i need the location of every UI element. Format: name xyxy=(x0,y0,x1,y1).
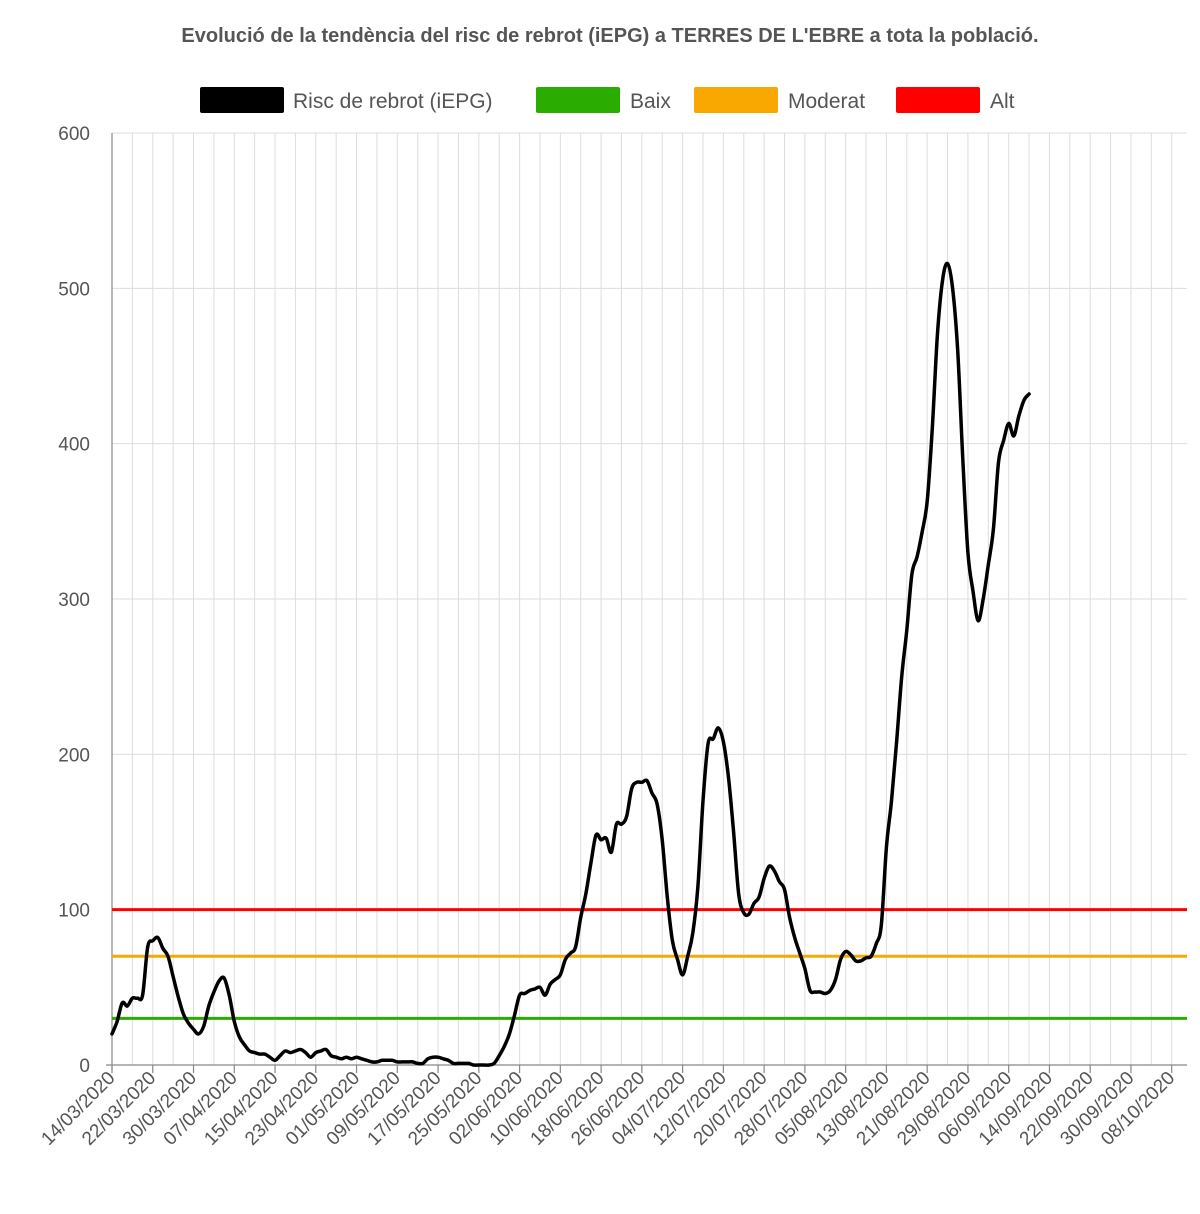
y-axis-ticks: 0 100 200 300 400 500 600 xyxy=(58,124,90,1077)
x-axis-ticks: 14/03/202022/03/202030/03/202007/04/2020… xyxy=(37,1068,1179,1150)
series xyxy=(110,261,1187,1067)
y-tick-label: 200 xyxy=(58,745,90,766)
chart-legend: Risc de rebrot (iEPG) Baix Moderat Alt xyxy=(200,87,1015,113)
y-tick-label: 500 xyxy=(58,279,90,300)
chart-title: Evolució de la tendència del risc de reb… xyxy=(181,25,1038,47)
axes xyxy=(106,133,1187,1073)
legend-label-alt[interactable]: Alt xyxy=(990,90,1015,113)
y-tick-label: 0 xyxy=(79,1056,90,1077)
legend-label-moderat[interactable]: Moderat xyxy=(788,90,865,113)
y-tick-label: 400 xyxy=(58,435,90,456)
legend-label-risc-de-rebrot-iepg[interactable]: Risc de rebrot (iEPG) xyxy=(293,90,493,113)
series-line-iepg xyxy=(110,261,1031,1067)
legend-label-baix[interactable]: Baix xyxy=(630,90,671,113)
y-tick-label: 300 xyxy=(58,590,90,611)
legend-swatch-moderat[interactable] xyxy=(694,87,778,113)
y-tick-label: 600 xyxy=(58,124,90,145)
legend-swatch-risc-de-rebrot-iepg[interactable] xyxy=(200,87,284,113)
grid xyxy=(111,132,1187,1066)
legend-swatch-baix[interactable] xyxy=(536,87,620,113)
y-tick-label: 100 xyxy=(58,901,90,922)
legend-swatch-alt[interactable] xyxy=(896,87,980,113)
